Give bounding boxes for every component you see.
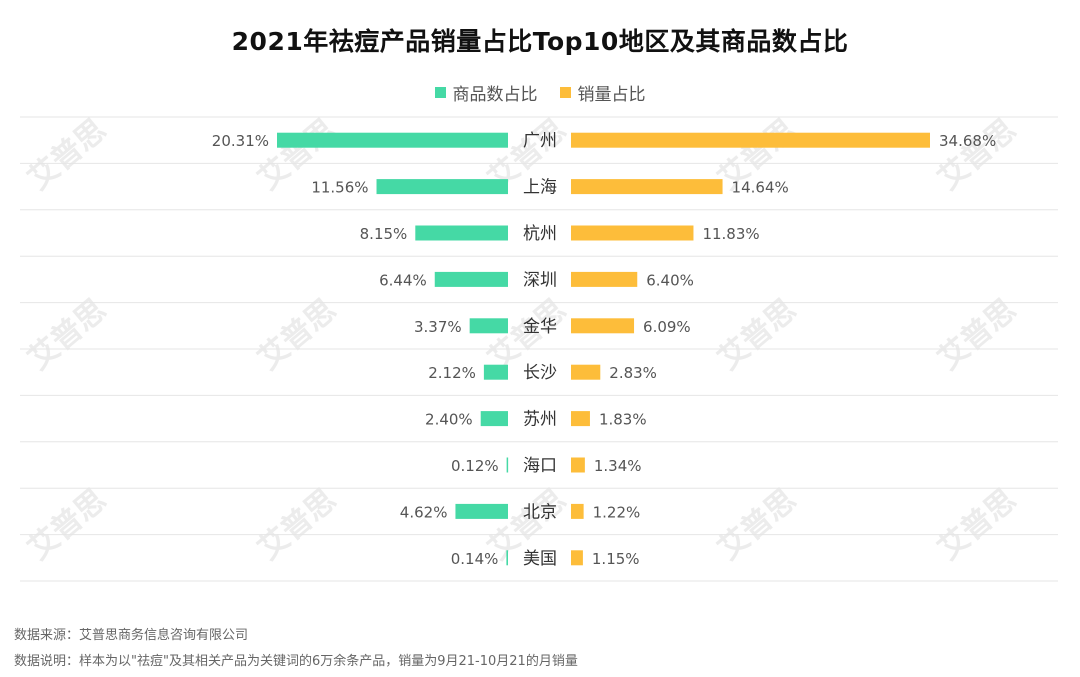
data-label-sales: 6.09% bbox=[643, 318, 691, 336]
data-label-products: 6.44% bbox=[379, 271, 427, 289]
data-label-sales: 1.15% bbox=[592, 550, 640, 568]
data-label-products: 4.62% bbox=[400, 503, 448, 521]
bar-products bbox=[415, 225, 508, 241]
bar-products bbox=[455, 503, 508, 519]
data-label-products: 20.31% bbox=[212, 132, 269, 150]
data-label-products: 0.12% bbox=[451, 457, 499, 475]
category-label: 深圳 bbox=[523, 270, 557, 290]
data-label-products: 0.14% bbox=[451, 550, 499, 568]
bar-sales bbox=[571, 550, 583, 566]
bar-products bbox=[480, 411, 508, 427]
category-label: 北京 bbox=[523, 502, 557, 522]
bar-products bbox=[483, 364, 508, 380]
bar-products bbox=[376, 179, 508, 195]
note-text: 数据说明：样本为以"祛痘"及其相关产品为关键词的6万余条产品，销量为9月21-1… bbox=[14, 654, 578, 669]
data-label-sales: 6.40% bbox=[646, 271, 694, 289]
data-label-products: 11.56% bbox=[311, 179, 368, 197]
bar-sales bbox=[571, 132, 930, 148]
legend-item-products[interactable]: 商品数占比 bbox=[434, 80, 538, 105]
data-label-products: 8.15% bbox=[360, 225, 408, 243]
legend-label-products: 商品数占比 bbox=[452, 85, 538, 105]
legend-swatch-products bbox=[434, 87, 446, 98]
legend: 商品数占比 销量占比 bbox=[0, 80, 1080, 105]
category-label: 杭州 bbox=[523, 224, 557, 244]
category-label: 上海 bbox=[523, 178, 557, 198]
bar-sales bbox=[571, 457, 585, 473]
legend-swatch-sales bbox=[559, 87, 571, 98]
bar-sales bbox=[571, 503, 584, 519]
bar-sales bbox=[571, 411, 590, 427]
data-label-products: 2.12% bbox=[428, 364, 476, 382]
category-label: 金华 bbox=[523, 317, 557, 337]
data-label-sales: 1.22% bbox=[593, 503, 641, 521]
category-label: 长沙 bbox=[523, 363, 557, 383]
data-label-sales: 34.68% bbox=[939, 132, 996, 150]
data-label-sales: 14.64% bbox=[732, 179, 789, 197]
category-label: 广州 bbox=[523, 131, 557, 151]
bar-products bbox=[469, 318, 508, 334]
bar-sales bbox=[571, 271, 638, 287]
category-label: 海口 bbox=[523, 456, 557, 476]
bar-sales bbox=[571, 364, 601, 380]
category-label: 美国 bbox=[523, 549, 557, 569]
chart-title: 2021年祛痘产品销量占比Top10地区及其商品数占比 bbox=[231, 27, 849, 56]
bar-products bbox=[506, 457, 509, 473]
bar-sales bbox=[571, 179, 723, 195]
bar-products bbox=[434, 271, 508, 287]
data-label-products: 3.37% bbox=[414, 318, 462, 336]
data-label-products: 2.40% bbox=[425, 411, 473, 429]
diverging-bar-chart: 广州 20.31% 34.68% 上海 11.56% 14.64% 杭州 8.15% 11.83… bbox=[20, 116, 1058, 582]
bar-sales bbox=[571, 318, 635, 334]
bar-products bbox=[277, 132, 508, 148]
legend-label-sales: 销量占比 bbox=[577, 85, 646, 105]
data-label-sales: 1.34% bbox=[594, 457, 642, 475]
source-text: 数据来源：艾普思商务信息咨询有限公司 bbox=[14, 628, 249, 643]
data-label-sales: 2.83% bbox=[609, 364, 657, 382]
bar-sales bbox=[571, 225, 694, 241]
legend-item-sales[interactable]: 销量占比 bbox=[559, 80, 646, 105]
bar-products bbox=[506, 550, 508, 566]
data-label-sales: 11.83% bbox=[702, 225, 759, 243]
data-label-sales: 1.83% bbox=[599, 411, 647, 429]
category-label: 苏州 bbox=[523, 410, 557, 430]
